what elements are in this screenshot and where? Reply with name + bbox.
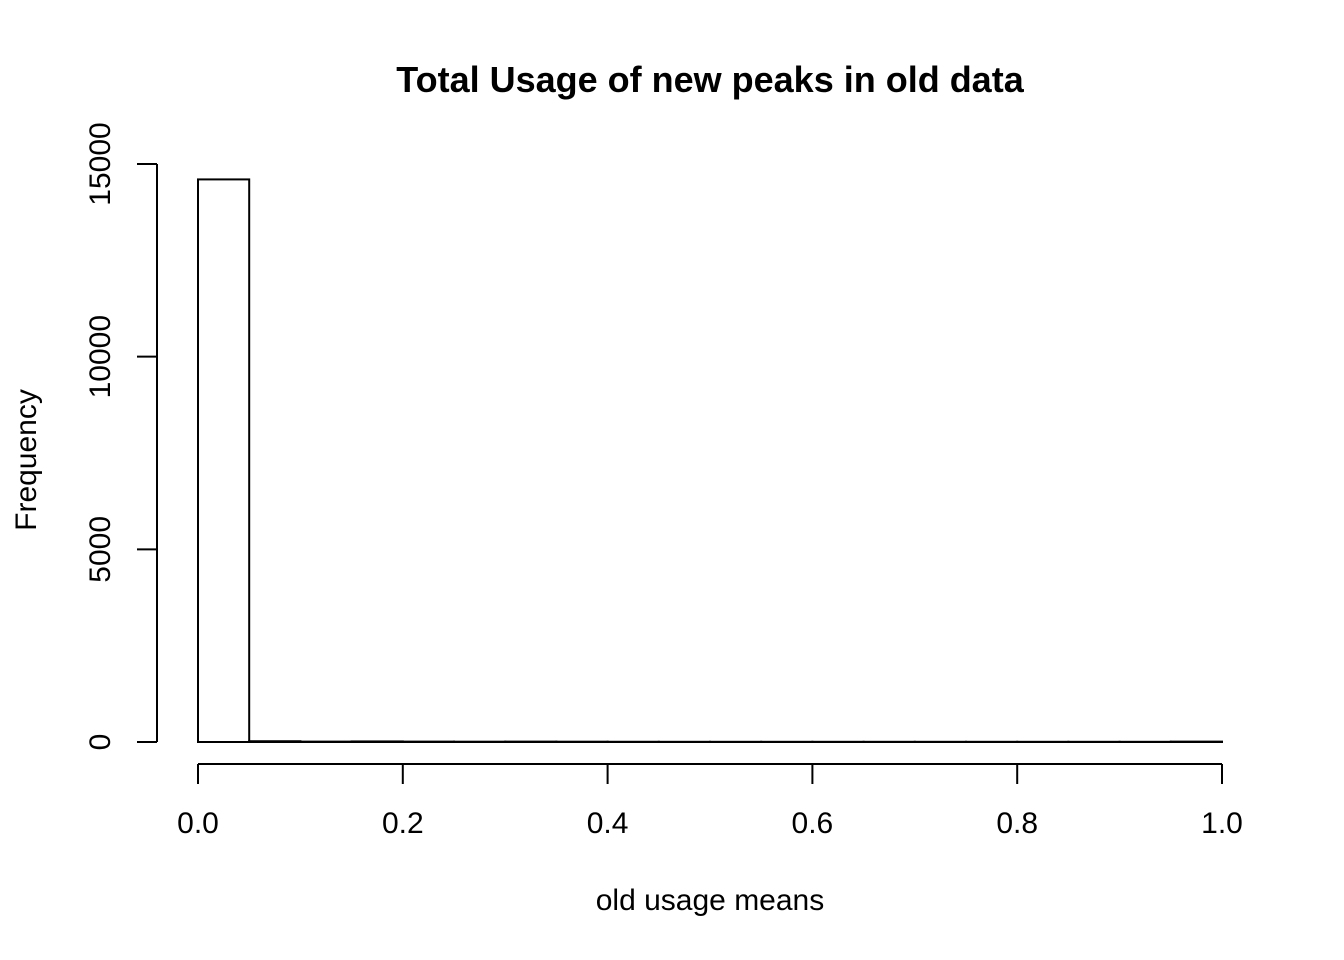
y-axis-label: Frequency [10,389,43,531]
x-tick-label: 0.2 [382,807,424,840]
y-tick-label: 10000 [84,315,117,398]
x-tick-label: 1.0 [1201,807,1243,840]
y-tick-label: 15000 [84,122,117,205]
x-tick-label: 0.0 [177,807,219,840]
x-axis-label: old usage means [596,884,825,917]
x-tick-label: 0.8 [996,807,1038,840]
histogram-bar [197,178,251,743]
histogram-bar [248,740,302,743]
x-ticks-group: 0.0 0.2 0.4 0.6 0.8 1.0 [177,764,1243,840]
histogram-bar [350,740,404,743]
x-tick-label: 0.6 [792,807,834,840]
y-tick-label: 0 [84,734,117,751]
y-tick-label: 5000 [84,516,117,583]
bars-group [197,178,1224,744]
chart-title: Total Usage of new peaks in old data [396,59,1024,100]
y-ticks-group: 0 5000 10000 15000 [84,122,157,750]
x-tick-label: 0.4 [587,807,629,840]
